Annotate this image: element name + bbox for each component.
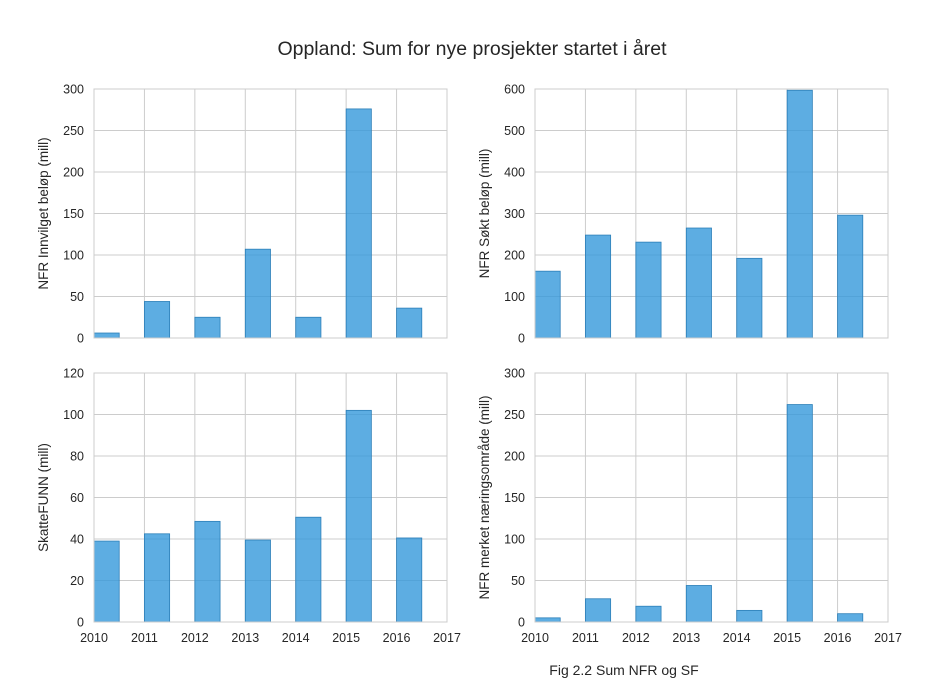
y-tick-label: 100 — [63, 249, 84, 263]
y-tick-label: 0 — [77, 332, 84, 346]
bar-2014 — [736, 257, 763, 339]
bar-2011 — [585, 234, 612, 339]
bar-2013 — [244, 248, 271, 339]
y-tick-label: 200 — [504, 450, 525, 464]
bar-2012 — [194, 316, 221, 339]
plot-frame — [534, 372, 889, 623]
x-tick-label: 2016 — [383, 631, 411, 645]
bar-2013 — [244, 539, 271, 623]
plot-frame — [534, 88, 889, 339]
y-tick-label: 200 — [504, 249, 525, 263]
y-tick-label: 400 — [504, 166, 525, 180]
bar-2012 — [194, 520, 221, 623]
y-tick-label: 120 — [63, 367, 84, 381]
subplot-4: 0 50 100 150 200 250 300 2010 2011 2012 2013 2014 20… — [477, 367, 902, 646]
bar-2013 — [685, 585, 712, 623]
bar-2010 — [93, 540, 120, 623]
y-axis-label: NFR Innvilget beløp (mill) — [36, 137, 51, 289]
y-axis-label: SkatteFUNN (mill) — [36, 443, 51, 552]
bar-2014 — [295, 516, 322, 623]
y-tick-label: 150 — [63, 207, 84, 221]
bar-2010 — [534, 270, 561, 339]
x-tick-label: 2013 — [672, 631, 700, 645]
x-tick-label: 2010 — [80, 631, 108, 645]
subplot-1: 0 50 100 150 200 250 300 NFR Innvilget beløp (m… — [36, 83, 448, 346]
bar-2011 — [585, 598, 612, 623]
bar-2011 — [144, 301, 171, 339]
y-tick-label: 50 — [511, 574, 525, 588]
subplot-3: 0 20 40 60 80 100 120 2010 2011 2012 2013 2014 2015 2… — [36, 367, 461, 646]
bar-2013 — [685, 227, 712, 339]
y-tick-label: 100 — [504, 290, 525, 304]
bar-2016 — [837, 613, 864, 623]
plot-frame — [93, 88, 448, 339]
plot-frame — [93, 372, 448, 623]
x-tick-label: 2010 — [521, 631, 549, 645]
y-tick-label: 20 — [70, 574, 84, 588]
x-tick-label: 2017 — [874, 631, 902, 645]
x-tick-label: 2016 — [824, 631, 852, 645]
chart-title: Oppland: Sum for nye prosjekter startet … — [277, 38, 667, 60]
bar-2011 — [144, 533, 171, 623]
y-tick-label: 0 — [77, 616, 84, 630]
bar-2014 — [295, 316, 322, 339]
bar-2015 — [786, 89, 813, 339]
bar-2010 — [534, 617, 561, 623]
y-tick-label: 0 — [518, 616, 525, 630]
x-tick-label: 2012 — [622, 631, 650, 645]
x-tick-label: 2015 — [332, 631, 360, 645]
y-tick-label: 250 — [63, 124, 84, 138]
y-tick-label: 200 — [63, 166, 84, 180]
figure-caption: Fig 2.2 Sum NFR og SF — [549, 662, 698, 678]
x-tick-label: 2011 — [131, 631, 158, 645]
subplot-2: 0 100 200 300 400 500 600 NFR Søkt beløp (mill) — [477, 83, 889, 346]
bar-2012 — [635, 605, 662, 623]
y-tick-label: 600 — [504, 83, 525, 97]
y-tick-label: 50 — [70, 290, 84, 304]
bar-2010 — [93, 332, 120, 339]
x-tick-label: 2014 — [723, 631, 751, 645]
bar-2015 — [786, 404, 813, 623]
bar-2014 — [736, 609, 763, 623]
y-tick-label: 300 — [504, 207, 525, 221]
x-tick-label: 2017 — [433, 631, 461, 645]
y-tick-label: 100 — [63, 408, 84, 422]
y-tick-label: 250 — [504, 408, 525, 422]
x-tick-label: 2015 — [773, 631, 801, 645]
y-tick-label: 300 — [504, 367, 525, 381]
x-tick-label: 2011 — [572, 631, 599, 645]
y-tick-label: 40 — [70, 533, 84, 547]
y-tick-label: 300 — [63, 83, 84, 97]
y-tick-label: 500 — [504, 124, 525, 138]
bar-2016 — [837, 214, 864, 339]
x-tick-label: 2013 — [231, 631, 259, 645]
bar-2012 — [635, 241, 662, 339]
x-tick-label: 2012 — [181, 631, 209, 645]
y-axis-label: NFR Søkt beløp (mill) — [477, 149, 492, 279]
y-tick-label: 100 — [504, 533, 525, 547]
y-tick-label: 150 — [504, 491, 525, 505]
bar-2016 — [396, 307, 423, 339]
y-tick-label: 0 — [518, 332, 525, 346]
y-axis-label: NFR merket næringsområde (mill) — [477, 395, 492, 599]
bar-2015 — [345, 409, 372, 623]
bar-2016 — [396, 537, 423, 623]
y-tick-label: 60 — [70, 491, 84, 505]
bar-2015 — [345, 108, 372, 339]
x-tick-label: 2014 — [282, 631, 310, 645]
y-tick-label: 80 — [70, 450, 84, 464]
